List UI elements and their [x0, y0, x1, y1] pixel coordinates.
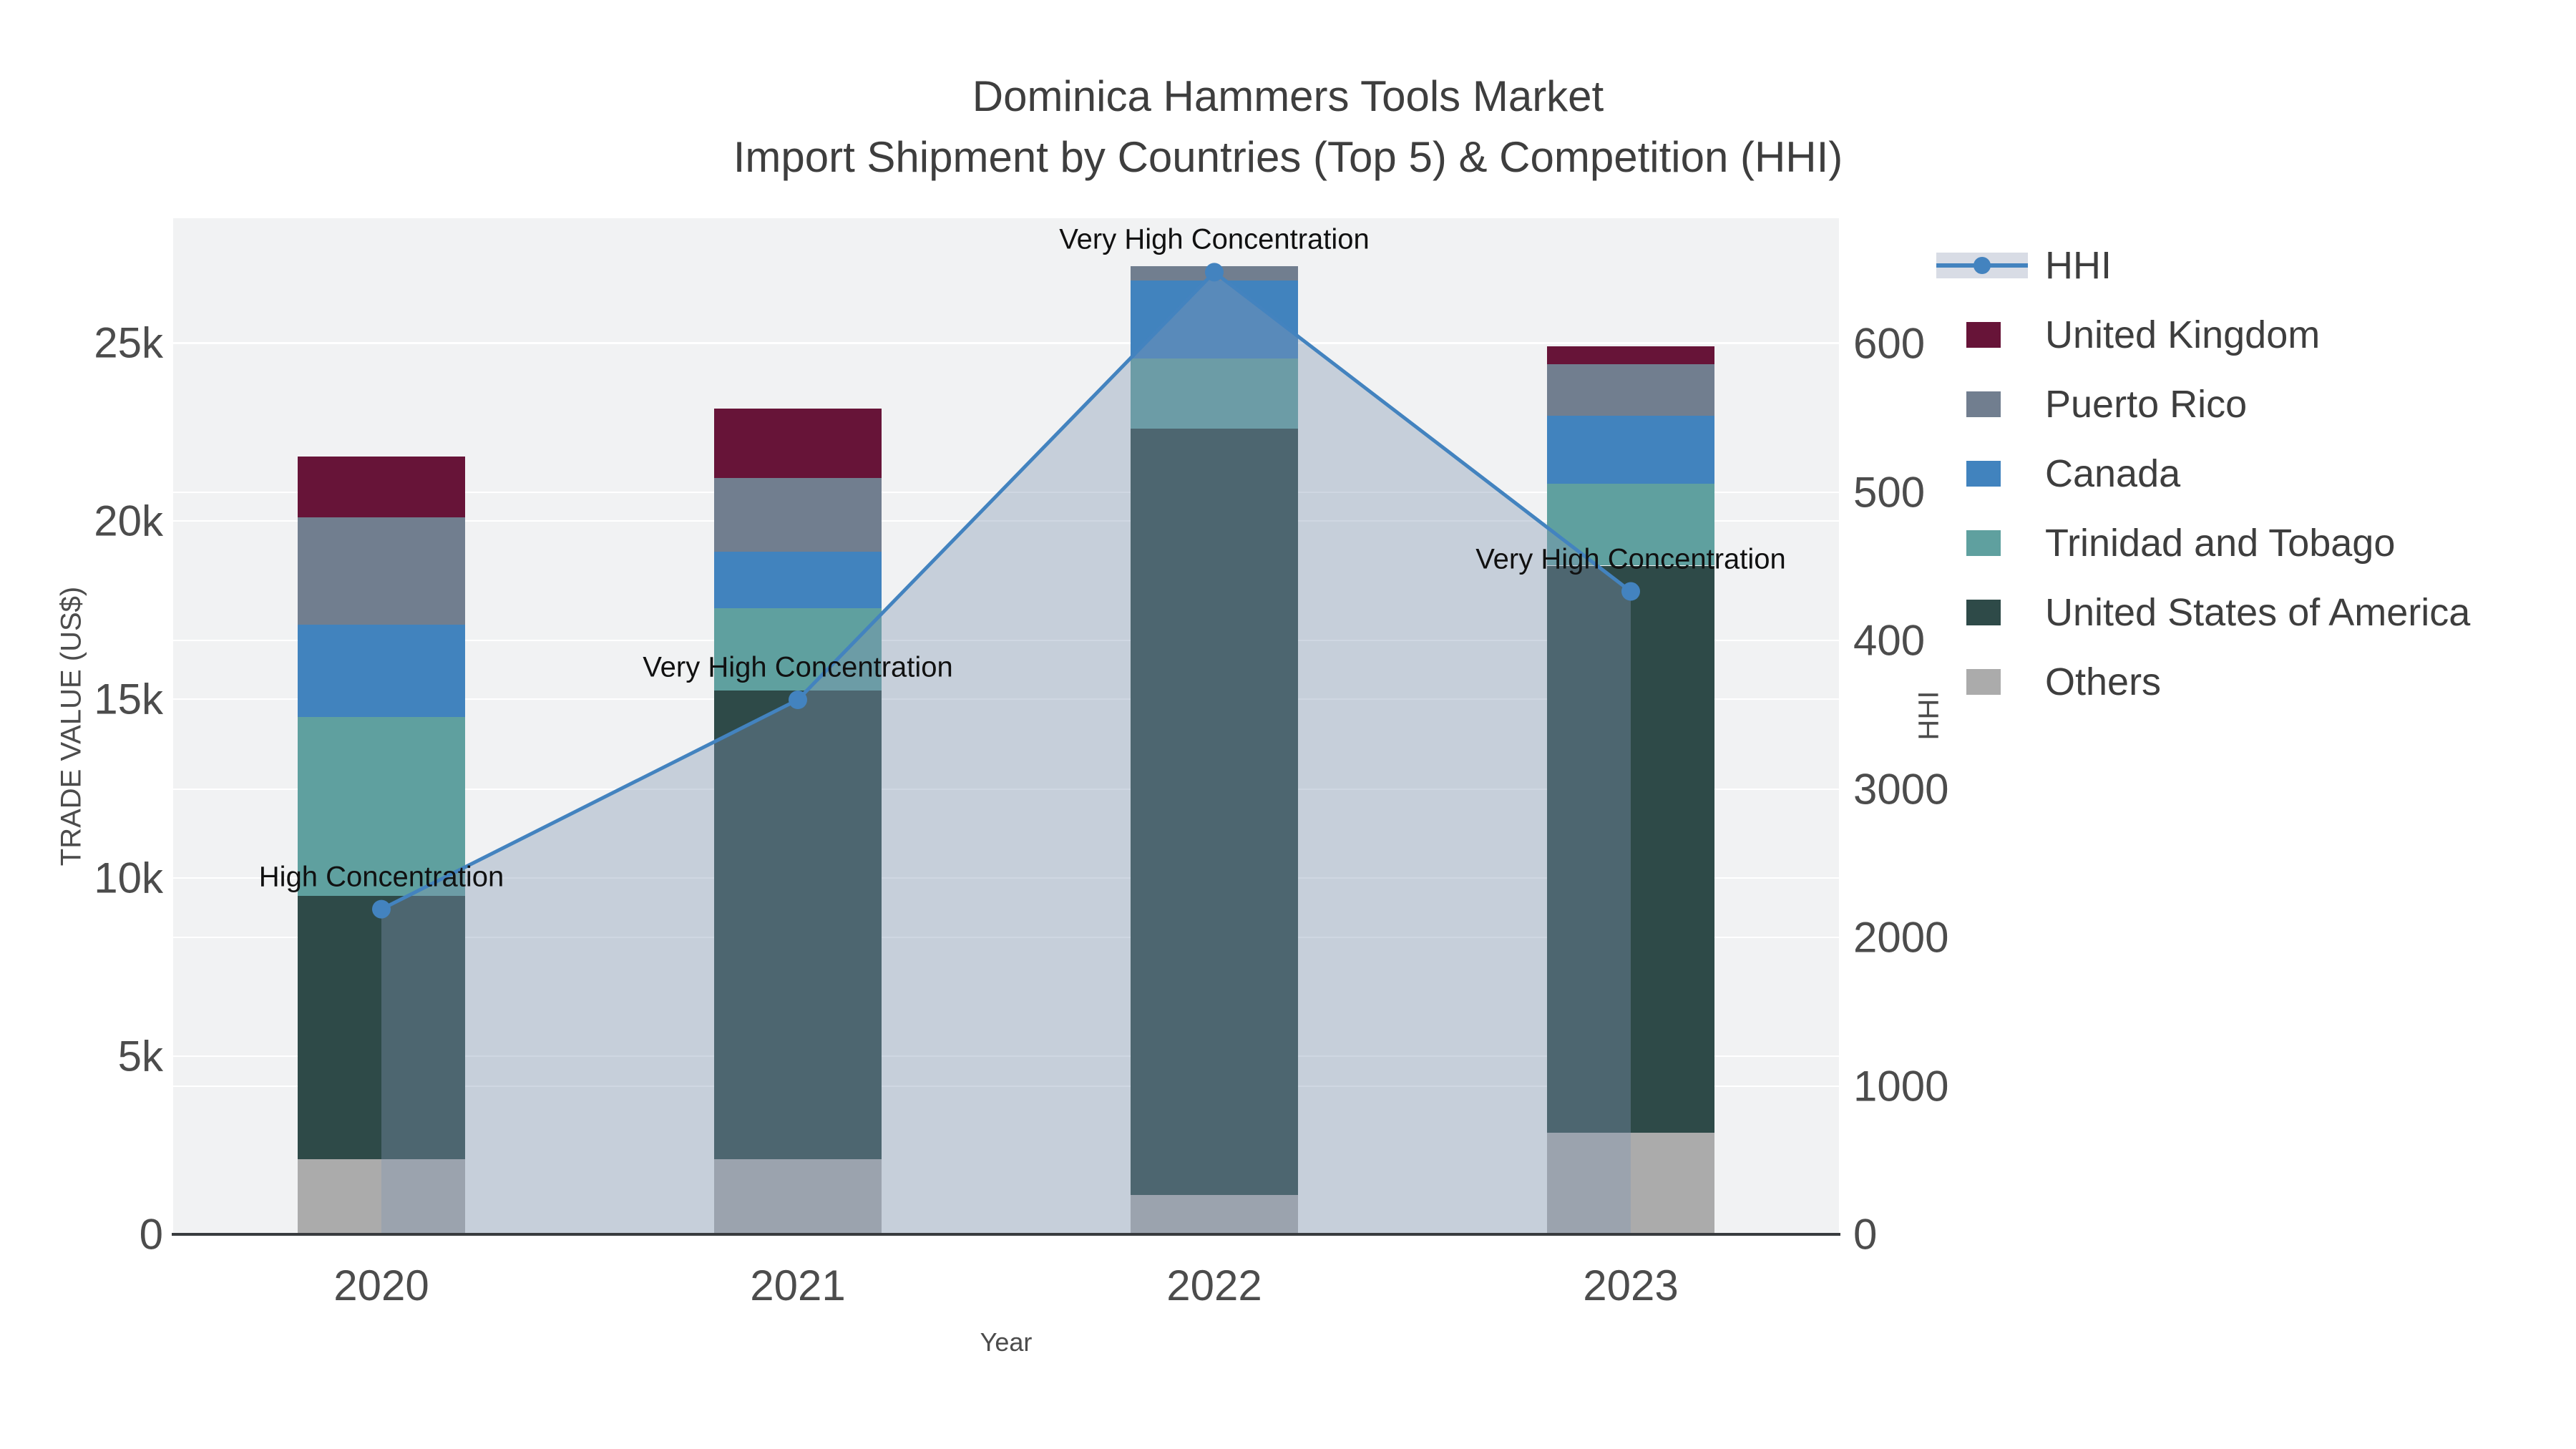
y-left-tick-5k: 5k	[117, 1032, 163, 1080]
chart-subtitle: Import Shipment by Countries (Top 5) & C…	[733, 133, 1843, 181]
hhi-line	[380, 270, 1632, 911]
bar-segment-2020-trinidad-and-tobago	[298, 717, 465, 896]
legend-item-puerto-rico[interactable]: Puerto Rico	[1925, 369, 2576, 439]
legend-color-swatch-icon	[1966, 321, 2001, 348]
bar-segment-2021-canada	[714, 551, 882, 609]
bar-segment-2022-canada	[1131, 280, 1298, 359]
bar-segment-2020-others	[298, 1159, 465, 1234]
y-left-tick-15k: 15k	[94, 675, 163, 723]
legend-item-hhi[interactable]: HHI	[1925, 230, 2576, 300]
bar-segment-2020-united-states-of-america	[298, 895, 465, 1160]
legend-item-canada[interactable]: Canada	[1925, 439, 2576, 508]
bar-segment-2022-trinidad-and-tobago	[1131, 358, 1298, 429]
gridline-hhi-4000	[173, 640, 1839, 641]
legend-label: Trinidad and Tobago	[2045, 521, 2396, 565]
hhi-marker-2020	[372, 899, 391, 919]
bar-segment-2022-others	[1131, 1195, 1298, 1234]
legend-color-swatch-icon	[1966, 391, 2001, 417]
bar-segment-2022-united-states-of-america	[1131, 428, 1298, 1196]
bar-segment-2023-trinidad-and-tobago	[1547, 483, 1714, 566]
bar-segment-2021-united-kingdom	[714, 409, 882, 479]
gridline-trade-15000	[173, 698, 1839, 701]
bar-segment-2021-others	[714, 1159, 882, 1234]
annotation-2022: Very High Concentration	[1059, 223, 1370, 255]
gridline-hhi-6000	[173, 343, 1839, 344]
x-tick-2022: 2022	[1166, 1262, 1262, 1309]
hhi-marker-2021	[789, 691, 807, 709]
y-left-tick-20k: 20k	[94, 497, 163, 545]
y-left-tick-0: 0	[139, 1210, 163, 1259]
x-axis-title: Year	[980, 1327, 1033, 1357]
chart-title: Dominica Hammers Tools Market	[972, 72, 1604, 120]
hhi-area-fill	[381, 272, 1631, 1234]
x-tick-2023: 2023	[1583, 1262, 1679, 1309]
legend-label: United States of America	[2045, 590, 2471, 634]
gridline-hhi-2000	[173, 937, 1839, 938]
gridline-trade-10000	[173, 877, 1839, 879]
legend-label: Canada	[2045, 452, 2181, 495]
y-axis-left-title: TRADE VALUE (US$)	[55, 586, 87, 867]
gridline-hhi-1000	[173, 1085, 1839, 1087]
gridline-hhi-5000	[173, 491, 1839, 493]
y-axis-right-title: HHI	[1913, 691, 1945, 741]
bar-segment-2023-united-kingdom	[1547, 346, 1714, 364]
bar-segment-2023-canada	[1547, 416, 1714, 484]
legend-label: Others	[2045, 660, 2162, 703]
bar-segment-2020-united-kingdom	[298, 457, 465, 518]
bar-segment-2020-puerto-rico	[298, 517, 465, 625]
gridline-hhi-3000	[173, 788, 1839, 790]
legend-label: United Kingdom	[2045, 313, 2321, 356]
legend-item-trinidad-and-tobago[interactable]: Trinidad and Tobago	[1925, 508, 2576, 577]
y-right-tick-1000: 1000	[1853, 1062, 1949, 1110]
hhi-line-layer	[372, 263, 1640, 1234]
legend-item-united-kingdom[interactable]: United Kingdom	[1925, 300, 2576, 369]
gridline-trade-20000	[173, 520, 1839, 522]
hhi-marker-2023	[1621, 582, 1640, 601]
y-left-tick-25k: 25k	[94, 318, 163, 367]
gridline-trade-5000	[173, 1055, 1839, 1057]
bar-segment-2023-puerto-rico	[1547, 364, 1714, 416]
y-right-tick-0: 0	[1853, 1210, 1878, 1259]
annotation-2021: Very High Concentration	[643, 651, 953, 683]
bar-segment-2023-united-states-of-america	[1547, 565, 1714, 1133]
legend-color-swatch-icon	[1966, 530, 2001, 556]
legend-color-swatch-icon	[1966, 599, 2001, 625]
legend-label: Puerto Rico	[2045, 382, 2248, 426]
x-tick-2021: 2021	[750, 1262, 846, 1309]
annotation-2023: Very High Concentration	[1475, 543, 1786, 575]
bar-segment-2021-united-states-of-america	[714, 690, 882, 1160]
plot-area	[173, 218, 1839, 1234]
legend-item-others[interactable]: Others	[1925, 647, 2576, 716]
legend-hhi-marker-icon	[1974, 256, 1991, 274]
y-right-tick-2000: 2000	[1853, 913, 1949, 962]
y-right-tick-3000: 3000	[1853, 765, 1949, 813]
legend-label: HHI	[2045, 243, 2112, 287]
bar-segment-2020-canada	[298, 624, 465, 718]
bar-segment-2021-puerto-rico	[714, 478, 882, 552]
legend-hhi-line-swatch-icon	[1936, 252, 2028, 278]
legend-color-swatch-icon	[1966, 668, 2001, 695]
y-left-tick-10k: 10k	[94, 854, 163, 902]
legend: HHI United Kingdom Puerto Rico Canada Trinid…	[1925, 211, 2576, 716]
legend-item-united-states-of-america[interactable]: United States of America	[1925, 577, 2576, 647]
bar-segment-2023-others	[1547, 1132, 1714, 1234]
bar-segment-2021-trinidad-and-tobago	[714, 608, 882, 691]
x-axis-line	[172, 1233, 1840, 1236]
x-tick-2020: 2020	[333, 1262, 429, 1309]
annotation-2020: High Concentration	[258, 861, 504, 893]
hhi-marker-2022	[1205, 263, 1224, 282]
legend-color-swatch-icon	[1966, 460, 2001, 487]
